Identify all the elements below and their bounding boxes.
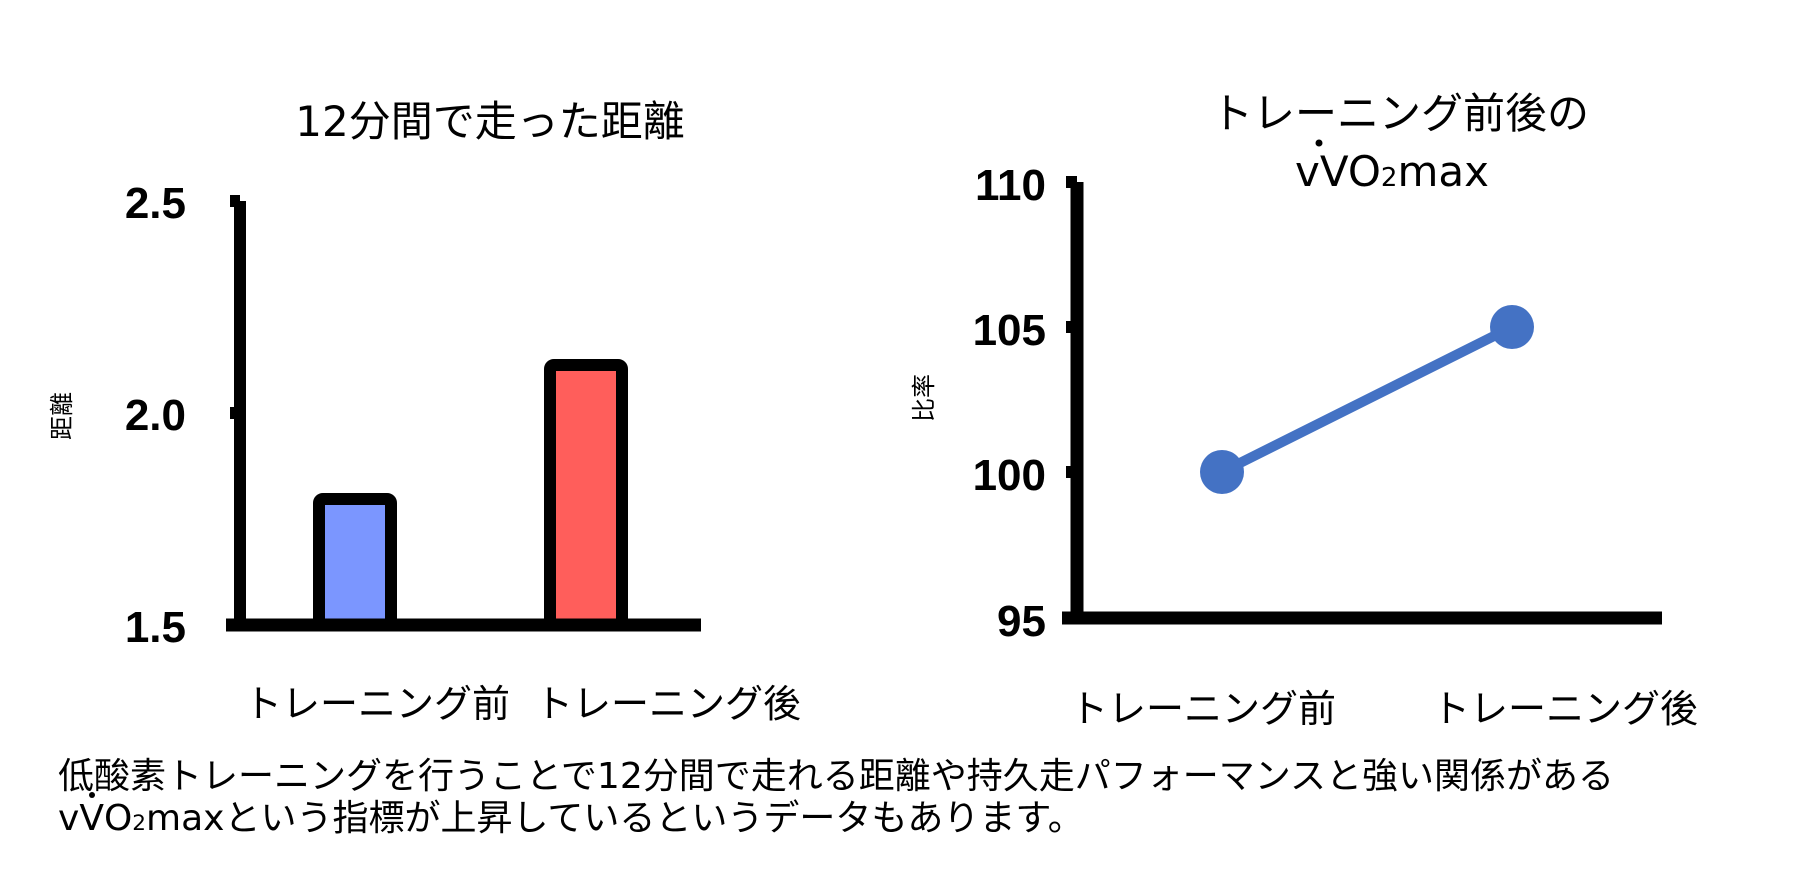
vvo2max-series-line: [1219, 322, 1515, 477]
line-x-label-after: トレーニング後: [1432, 687, 1698, 731]
bar-x-label-before: トレーニング前: [244, 682, 510, 726]
data-point-before: [1200, 450, 1244, 494]
data-point-after: [1490, 305, 1534, 349]
bar-before-training: [313, 493, 397, 631]
bar-y-tick-2-0: 2.0: [125, 391, 186, 440]
caption-line-1: 低酸素トレーニングを行うことで12分間で走れる距離や持久走パフォーマンスと強い関…: [58, 756, 1615, 797]
bar-y-tick-1-5: 1.5: [125, 603, 186, 652]
caption-text: 低酸素トレーニングを行うことで12分間で走れる距離や持久走パフォーマンスと強い関…: [58, 756, 1778, 845]
line-y-tick-95: 95: [997, 597, 1046, 646]
line-y-tick-100: 100: [973, 451, 1046, 500]
vvo2max-line-chart: トレーニング前後の vVO2max 比率 110 105 100 95 トレーニ…: [910, 89, 1698, 731]
line-chart-title-line2: vVO2max: [1295, 147, 1489, 196]
line-chart-title-line1: トレーニング前後の: [1211, 89, 1589, 138]
bar-y-tick-2-5: 2.5: [125, 179, 186, 228]
bar-x-label-after: トレーニング後: [535, 682, 801, 726]
distance-bar-chart: 12分間で走った距離 距離 2.5 2.0 1.5 トレーニング前 トレーニング…: [48, 97, 801, 726]
line-y-tick-110: 110: [975, 161, 1046, 210]
v-dot-letter: V: [79, 792, 104, 839]
vdot-accent-icon: [1315, 139, 1323, 147]
bar-chart-y-axis-label: 距離: [48, 392, 76, 440]
bar-chart-title: 12分間で走った距離: [295, 97, 684, 146]
line-y-tick-105: 105: [973, 306, 1046, 355]
line-x-label-before: トレーニング前: [1070, 687, 1336, 731]
bar-after-training: [544, 359, 628, 631]
line-chart-y-axis-label: 比率: [910, 374, 938, 422]
caption-line-2: vVO2maxという指標が上昇しているというデータもあります。: [58, 792, 1084, 839]
